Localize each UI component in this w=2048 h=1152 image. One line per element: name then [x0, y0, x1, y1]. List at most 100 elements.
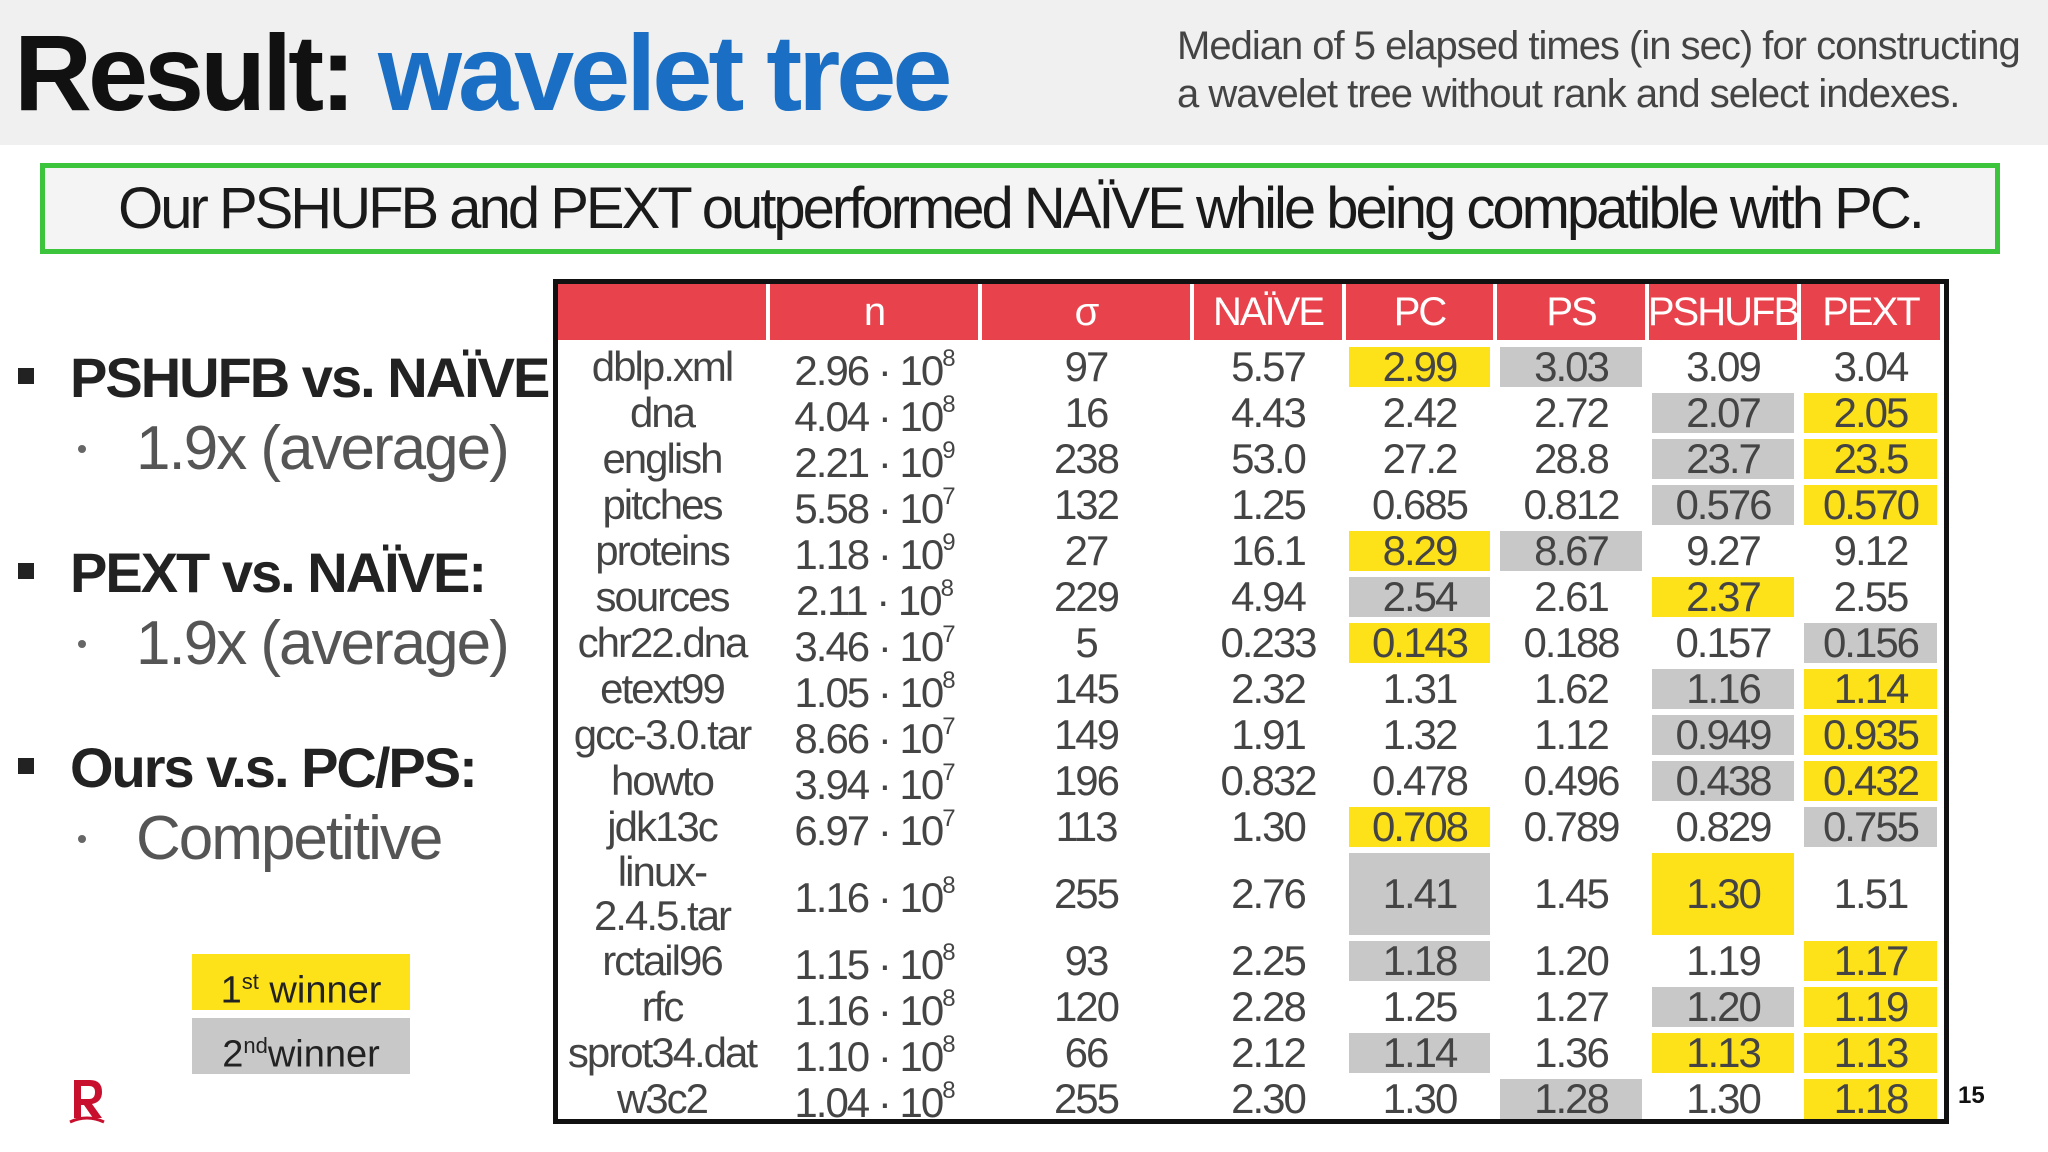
time-cell: 2.07 — [1649, 390, 1797, 436]
subtitle-line-2: a wavelet tree without rank and select i… — [1177, 72, 1960, 116]
table-header-cell: PSHUFB — [1648, 284, 1800, 340]
time-cell: 1.30 — [1231, 803, 1307, 850]
time-cell: 1.13 — [1649, 1030, 1797, 1076]
time-cell: 8.67 — [1497, 528, 1645, 574]
time-cell: 0.829 — [1675, 803, 1772, 850]
time-cell: 1.16 — [1649, 666, 1797, 712]
title-prefix: Result: — [14, 12, 379, 133]
time-cell: 3.04 — [1833, 343, 1910, 390]
bullet-subpoint: Competitive — [78, 803, 443, 874]
first-winner-highlight — [1804, 941, 1937, 981]
dataset-name-cell: chr22.dna — [577, 619, 749, 666]
table-row: proteins 1.18 · 109 27 16.1 8.29 8.67 9.27 9.12 — [558, 527, 1944, 578]
time-cell: 1.18 — [1346, 938, 1493, 984]
sigma-cell: 16 — [1064, 389, 1110, 436]
n-cell: 3.94 · 107 — [794, 759, 955, 808]
time-cell: 1.19 — [1801, 984, 1940, 1030]
bullet-subpoint: 1.9x (average) — [78, 413, 510, 484]
second-winner-highlight — [1652, 393, 1794, 433]
first-winner-highlight — [1804, 669, 1937, 709]
time-cell: 2.99 — [1346, 344, 1493, 390]
time-cell: 0.812 — [1523, 481, 1620, 528]
time-cell: 0.478 — [1371, 757, 1469, 804]
table-row: rctail96 1.15 · 108 93 2.25 1.18 1.20 1.19 1.17 — [558, 937, 1944, 987]
time-cell: 0.708 — [1346, 804, 1493, 850]
time-cell: 53.0 — [1231, 435, 1307, 482]
second-winner-highlight — [1500, 347, 1642, 387]
n-cell: 1.04 · 108 — [794, 1077, 955, 1126]
time-cell: 8.29 — [1346, 528, 1493, 574]
time-cell: 1.30 — [1686, 1075, 1762, 1122]
time-cell: 1.13 — [1801, 1030, 1940, 1076]
dataset-name-cell: gcc-3.0.tar — [573, 711, 752, 758]
second-winner-highlight — [1804, 807, 1937, 847]
sigma-cell: 255 — [1053, 870, 1120, 917]
time-cell: 0.570 — [1801, 482, 1940, 528]
time-cell: 2.25 — [1231, 937, 1307, 984]
time-cell: 4.94 — [1231, 573, 1307, 620]
slide-subtitle: Median of 5 elapsed times (in sec) for c… — [1177, 22, 2037, 118]
time-cell: 1.51 — [1833, 870, 1910, 917]
second-winner-highlight — [1652, 761, 1794, 801]
time-cell: 1.32 — [1382, 711, 1459, 758]
second-winner-highlight — [1349, 941, 1490, 981]
sigma-cell: 5 — [1075, 619, 1098, 666]
n-cell: 1.10 · 108 — [794, 1031, 955, 1080]
bullet-heading: Ours v.s. PC/PS: — [18, 735, 478, 800]
n-cell: 1.18 · 109 — [794, 529, 955, 578]
bullet-item: PEXT vs. NAÏVE: 1.9x (average) — [18, 540, 538, 735]
first-winner-highlight — [1804, 715, 1937, 755]
n-cell: 4.04 · 108 — [794, 391, 955, 440]
time-cell: 1.28 — [1497, 1076, 1645, 1122]
second-winner-highlight — [1349, 1033, 1490, 1073]
time-cell: 1.30 — [1649, 850, 1797, 938]
second-winner-highlight — [1652, 485, 1794, 525]
table-row: dblp.xml 2.96 · 108 97 5.57 2.99 3.03 3.09 3.04 — [558, 343, 1944, 394]
dataset-name-cell: pitches — [602, 481, 723, 528]
bullet-item: PSHUFB vs. NAÏVE: 1.9x (average) — [18, 345, 567, 540]
dataset-name-cell: howto — [610, 757, 715, 804]
table-row: chr22.dna 3.46 · 107 5 0.233 0.143 0.188 0.157… — [558, 619, 1944, 669]
time-cell: 1.14 — [1346, 1030, 1493, 1076]
n-cell: 2.11 · 108 — [795, 575, 954, 624]
dataset-name-cell: dna — [629, 389, 696, 436]
time-cell: 2.42 — [1382, 389, 1459, 436]
bullet-subpoint: 1.9x (average) — [78, 608, 510, 679]
table-row: rfc 1.16 · 108 120 2.28 1.25 1.27 1.20 1.19 — [558, 983, 1944, 1033]
time-cell: 0.789 — [1523, 803, 1620, 850]
time-cell: 1.17 — [1801, 938, 1940, 984]
first-winner-highlight — [1804, 439, 1937, 479]
n-cell: 1.16 · 108 — [794, 872, 955, 921]
dot-bullet-icon — [78, 834, 86, 843]
sigma-cell: 255 — [1053, 1075, 1120, 1122]
time-cell: 3.03 — [1497, 344, 1645, 390]
table-row: linux- 2.4.5.tar 1.16 · 108 255 2.76 1.41 1.45… — [558, 850, 1944, 938]
time-cell: 2.76 — [1231, 870, 1307, 917]
time-cell: 1.20 — [1534, 937, 1610, 984]
time-cell: 0.157 — [1675, 619, 1772, 666]
table-header-cell: PS — [1497, 284, 1645, 340]
sigma-cell: 113 — [1055, 803, 1119, 850]
first-winner-highlight — [1652, 853, 1794, 935]
time-cell: 16.1 — [1231, 527, 1307, 574]
time-cell: 0.832 — [1220, 757, 1317, 804]
first-winner-highlight — [1349, 347, 1490, 387]
dataset-name-cell: rfc — [641, 983, 685, 1030]
time-cell: 2.54 — [1346, 574, 1493, 620]
table-row: english 2.21 · 109 238 53.0 27.2 28.8 23.7 23.5 — [558, 435, 1944, 485]
bullet-item: Ours v.s. PC/PS: Competitive — [18, 735, 538, 930]
time-cell: 2.30 — [1231, 1075, 1307, 1122]
n-cell: 2.96 · 108 — [794, 345, 955, 394]
second-winner-highlight — [1500, 1079, 1642, 1119]
square-bullet-icon — [18, 563, 34, 580]
bullet-heading: PEXT vs. NAÏVE: — [18, 540, 487, 605]
time-cell: 0.496 — [1523, 757, 1620, 804]
n-cell: 6.97 · 107 — [794, 805, 955, 854]
time-cell: 4.43 — [1231, 389, 1307, 436]
sigma-cell: 132 — [1053, 481, 1120, 528]
second-winner-highlight — [1804, 623, 1937, 663]
second-winner-highlight — [1652, 715, 1794, 755]
second-winner-highlight — [1349, 577, 1490, 617]
time-cell: 0.935 — [1801, 712, 1940, 758]
time-cell: 0.143 — [1346, 620, 1493, 666]
